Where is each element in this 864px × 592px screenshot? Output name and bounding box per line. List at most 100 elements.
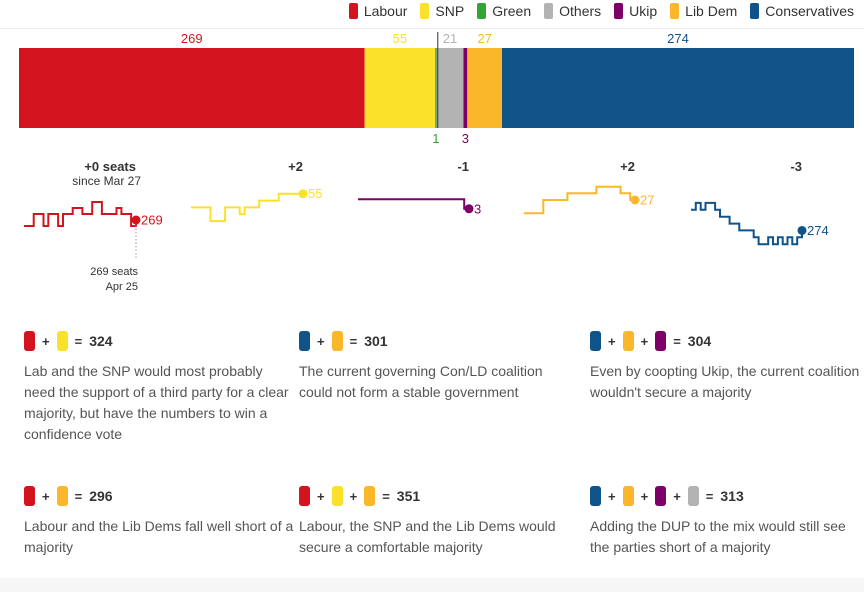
- trend-endpoint-snp: [298, 189, 308, 199]
- seat-stacked-bar-chart: 269 55 1 21 3 27 274: [19, 31, 854, 146]
- seat-change-conservatives: -3: [790, 159, 802, 174]
- coalition-description: Lab and the SNP would most probably need…: [24, 363, 289, 442]
- seat-bar-segment-ukip: [463, 48, 468, 128]
- annotation-seats: 269 seats: [90, 266, 138, 278]
- plus-sign: +: [317, 333, 325, 349]
- party-swatch: [24, 331, 35, 351]
- trend-end-label-ukip: 3: [474, 201, 481, 216]
- trend-line-labour: [24, 201, 137, 227]
- party-swatch: [299, 486, 310, 506]
- coalition-formula: + = 296: [24, 485, 294, 507]
- legend-swatch: [420, 3, 430, 19]
- coalition-card: + = 324 Lab and the SNP would most probably…: [24, 330, 294, 445]
- legend-label: Others: [559, 3, 602, 19]
- seat-label-conservatives: 274: [667, 31, 689, 46]
- coalition-description: Labour, the SNP and the Lib Dems would s…: [299, 518, 556, 555]
- seat-label-lib-dem: 27: [477, 31, 491, 46]
- legend-label: Conservatives: [765, 3, 854, 19]
- party-swatch: [56, 331, 68, 351]
- legend-item-snp: SNP: [420, 3, 464, 19]
- legend-label: Labour: [363, 3, 408, 19]
- trend-line-ukip: [358, 198, 469, 210]
- coalition-total: 313: [720, 488, 744, 504]
- trend-endpoint-ukip: [464, 204, 474, 214]
- seat-bar-segment-conservatives: [502, 48, 854, 128]
- party-swatch: [299, 331, 310, 351]
- trend-endpoint-lib-dem: [630, 195, 640, 205]
- plus-sign: +: [42, 488, 50, 504]
- plus-sign: +: [608, 488, 616, 504]
- coalition-card: + = 296 Labour and the Lib Dems fall well s…: [24, 485, 294, 558]
- seat-bar-segment-lib-dem: [467, 48, 503, 128]
- legend-item-ukip: Ukip: [614, 3, 657, 19]
- coalition-formula: + = 324: [24, 330, 294, 352]
- footer-band: [0, 578, 864, 592]
- equals-sign: =: [673, 333, 681, 349]
- party-swatch: [687, 486, 699, 506]
- seat-change-labour: +0 seats: [84, 159, 136, 174]
- legend-swatch: [614, 3, 624, 19]
- legend-item-others: Others: [544, 3, 601, 19]
- party-swatch: [590, 331, 601, 351]
- legend-label: SNP: [435, 3, 465, 19]
- legend-item-lib-dem: Lib Dem: [670, 3, 737, 19]
- equals-sign: =: [74, 333, 83, 349]
- seat-label-ukip: 3: [462, 131, 469, 146]
- party-swatch: [331, 331, 343, 351]
- legend: Labour SNP Green Others Ukip Lib Dem Conservat…: [348, 3, 854, 19]
- legend-item-green: Green: [477, 3, 531, 19]
- equals-sign: =: [705, 488, 714, 504]
- trend-line-conservatives: [691, 201, 803, 246]
- coalition-card: + + + = 313 Adding the DUP to the mix would s…: [590, 485, 860, 558]
- seat-label-snp: 55: [393, 31, 407, 46]
- trend-end-label-lib-dem: 27: [640, 193, 654, 208]
- party-swatch: [622, 486, 634, 506]
- coalition-description: Even by coopting Ukip, the current coali…: [590, 363, 860, 400]
- trend-end-label-labour: 269: [141, 213, 163, 228]
- seat-label-green: 1: [432, 131, 439, 146]
- plus-sign: +: [608, 333, 616, 349]
- coalition-card: + + = 351 Labour, the SNP and the Lib Dems w…: [299, 485, 569, 558]
- equals-sign: =: [349, 333, 358, 349]
- plus-sign: +: [349, 488, 358, 504]
- coalition-formula: + = 301: [299, 330, 569, 352]
- seat-label-labour: 269: [181, 31, 203, 46]
- seat-label-others: 21: [443, 31, 457, 46]
- legend-item-conservatives: Conservatives: [750, 3, 854, 19]
- coalition-card: + = 301 The current governing Con/LD coalit…: [299, 330, 569, 403]
- seat-change-lib-dem: +2: [620, 159, 635, 174]
- equals-sign: =: [382, 488, 390, 504]
- legend-label: Ukip: [629, 3, 658, 19]
- party-swatch: [24, 486, 35, 506]
- legend-swatch: [348, 3, 358, 19]
- coalition-total: 301: [364, 333, 388, 349]
- plus-sign: +: [640, 488, 649, 504]
- trend-line-lib-dem: [524, 185, 635, 215]
- trend-line-snp: [191, 192, 303, 223]
- seat-bar-segment-green: [435, 48, 437, 128]
- legend-swatch: [544, 3, 554, 19]
- party-swatch: [590, 486, 601, 506]
- coalition-description: Labour and the Lib Dems fall well short …: [24, 518, 294, 555]
- seat-bar-segment-others: [436, 48, 464, 128]
- annotation-date: Apr 25: [106, 281, 138, 293]
- coalition-total: 296: [89, 488, 113, 504]
- trend-endpoint-conservatives: [797, 225, 807, 235]
- coalition-total: 324: [89, 333, 113, 349]
- seat-change-snp: +2: [288, 159, 303, 174]
- trend-endpoint-labour: [131, 215, 141, 225]
- trend-end-label-conservatives: 274: [807, 223, 829, 238]
- seat-bar-segment-snp: [364, 48, 436, 128]
- party-swatch: [655, 486, 667, 506]
- seat-change-ukip: -1: [457, 159, 469, 174]
- coalition-description: The current governing Con/LD coalition c…: [299, 363, 543, 400]
- coalition-formula: + + + = 313: [590, 485, 860, 507]
- party-swatch: [622, 331, 634, 351]
- seat-bar-segment-labour: [19, 48, 365, 128]
- party-swatch: [56, 486, 68, 506]
- equals-sign: =: [74, 488, 83, 504]
- coalition-description: Adding the DUP to the mix would still se…: [590, 518, 846, 555]
- legend-swatch: [477, 3, 487, 19]
- party-swatch: [655, 331, 667, 351]
